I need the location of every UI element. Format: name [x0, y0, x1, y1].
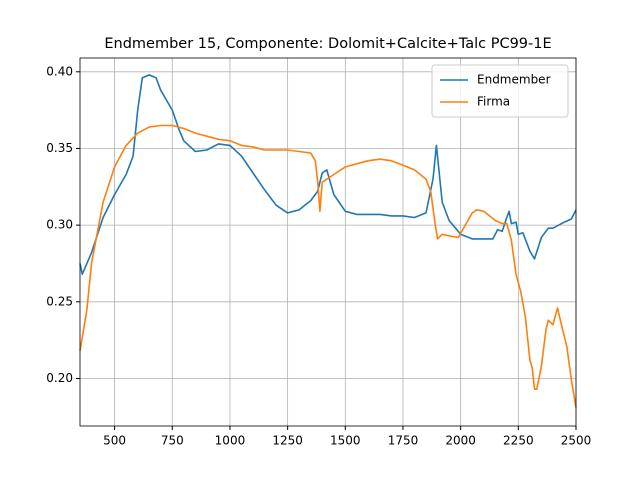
y-tick-label: 0.20 — [46, 371, 73, 385]
x-tick-label: 750 — [161, 434, 184, 448]
x-tick-label: 500 — [103, 434, 126, 448]
chart-title: Endmember 15, Componente: Dolomit+Calcit… — [104, 36, 551, 52]
x-tick-label: 1500 — [330, 434, 361, 448]
legend-box — [431, 64, 569, 118]
legend-label: Endmember — [477, 73, 551, 87]
line-series — [79, 124, 577, 408]
axes-frame — [79, 57, 577, 427]
line-series — [79, 74, 577, 275]
x-tick-label: 2500 — [561, 434, 592, 448]
y-tick-label: 0.40 — [46, 64, 73, 78]
x-tick-label: 1000 — [215, 434, 246, 448]
y-tick-label: 0.25 — [46, 294, 73, 308]
x-tick-label: 2000 — [445, 434, 476, 448]
y-tick-label: 0.30 — [46, 218, 73, 232]
x-tick-label: 1750 — [388, 434, 419, 448]
y-tick-label: 0.35 — [46, 141, 73, 155]
legend-label: Firma — [477, 95, 510, 109]
x-tick-label: 2250 — [503, 434, 534, 448]
x-tick-label: 1250 — [272, 434, 303, 448]
